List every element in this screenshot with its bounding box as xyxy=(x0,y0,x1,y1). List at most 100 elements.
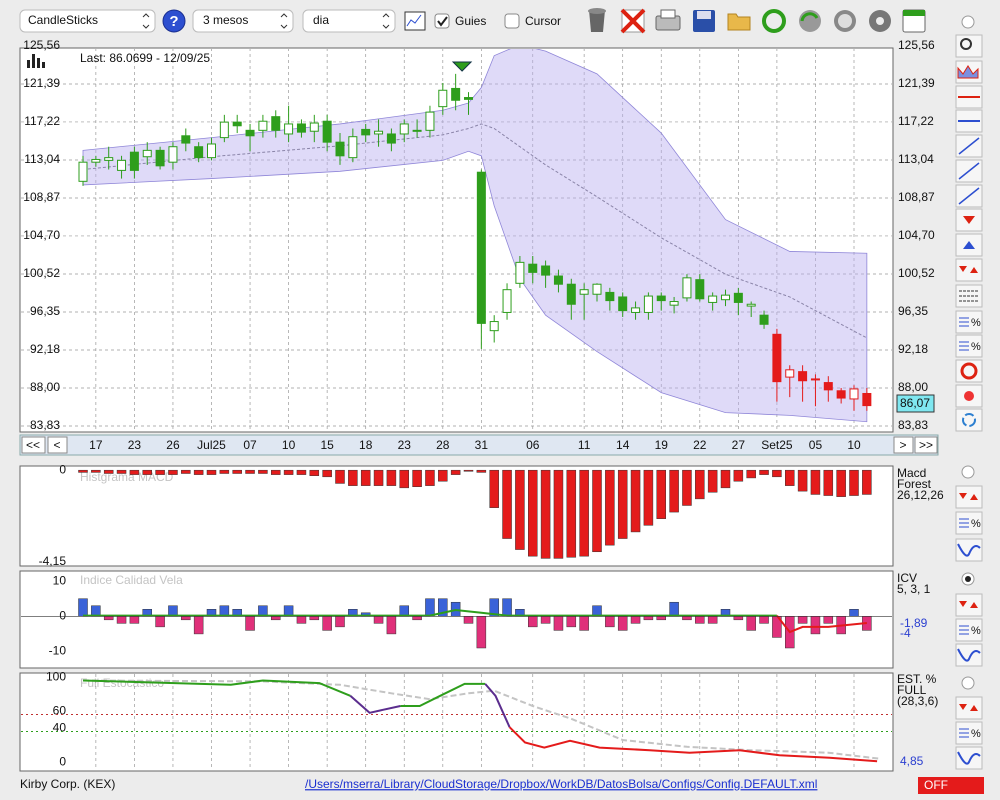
y-tick-label: 117,22 xyxy=(24,114,60,128)
delete-icon[interactable] xyxy=(620,8,646,34)
x-tick-label: Set25 xyxy=(761,438,793,452)
bar xyxy=(155,616,165,628)
cursor-checkbox[interactable] xyxy=(504,13,520,29)
tool-glyph xyxy=(963,216,975,224)
bar xyxy=(746,469,756,479)
save-icon[interactable] xyxy=(693,10,715,32)
indicator-line xyxy=(83,608,777,617)
candle-body xyxy=(78,161,88,182)
tool-button[interactable] xyxy=(955,593,983,617)
x-tick-label: 10 xyxy=(282,438,296,452)
open-icon[interactable] xyxy=(727,13,751,31)
mode-label: OFF xyxy=(924,778,948,792)
nav-prev-label: < xyxy=(53,438,60,452)
x-tick-label: 27 xyxy=(732,438,746,452)
mode-indicator[interactable] xyxy=(918,777,984,794)
nav-next[interactable] xyxy=(893,436,914,454)
candle-body xyxy=(207,143,216,159)
bar xyxy=(219,469,230,474)
tool-button[interactable] xyxy=(955,359,983,383)
bar xyxy=(695,469,705,500)
bar xyxy=(759,469,769,475)
radio-button[interactable] xyxy=(961,676,975,690)
guides-checkbox[interactable] xyxy=(434,13,450,29)
period-select[interactable] xyxy=(192,9,294,33)
tool-button[interactable] xyxy=(955,258,983,282)
tool-glyph xyxy=(962,413,976,427)
bar xyxy=(823,616,834,624)
tool-label: % xyxy=(971,317,981,329)
candle-body xyxy=(451,87,461,101)
candle-body xyxy=(117,159,127,171)
bar xyxy=(617,469,628,539)
candle-body xyxy=(129,151,139,171)
bar xyxy=(630,469,641,533)
bar xyxy=(823,469,834,496)
bar xyxy=(181,616,191,621)
chart-icon[interactable] xyxy=(404,11,426,31)
cursor-label: Cursor xyxy=(525,14,561,28)
bar xyxy=(669,469,679,513)
x-tick-label: 14 xyxy=(616,438,630,452)
y-tick-label: -10 xyxy=(49,644,67,658)
nav-first[interactable] xyxy=(21,436,46,454)
bar xyxy=(656,616,666,621)
bar xyxy=(476,469,487,473)
tool-button[interactable] xyxy=(955,746,983,770)
chart-type-select[interactable] xyxy=(19,9,156,33)
tool-glyph xyxy=(959,266,978,273)
sync-icon[interactable] xyxy=(799,10,821,32)
candle-body xyxy=(91,158,101,163)
bar xyxy=(322,469,332,478)
bar xyxy=(695,616,705,624)
legend-text: EST. % xyxy=(897,672,937,686)
tool-button[interactable] xyxy=(955,408,983,432)
bar xyxy=(553,616,564,631)
refresh-icon[interactable] xyxy=(762,9,786,33)
tool-button[interactable] xyxy=(955,643,983,667)
tool-button[interactable] xyxy=(955,696,983,720)
y-tick-label: 96,35 xyxy=(898,304,928,318)
tool-glyph xyxy=(960,362,978,380)
tool-button[interactable] xyxy=(955,538,983,562)
x-tick-label: 05 xyxy=(809,438,823,452)
y-tick-label: 0 xyxy=(59,608,66,622)
config-path-link[interactable]: /Users/mserra/Library/CloudStorage/Dropb… xyxy=(305,777,817,791)
tool-glyph xyxy=(958,162,980,180)
radio-button[interactable] xyxy=(961,15,975,29)
trash-icon[interactable] xyxy=(588,8,606,32)
bar xyxy=(785,469,795,486)
bar xyxy=(746,616,756,631)
x-tick-label: 17 xyxy=(89,438,103,452)
candle-body xyxy=(142,149,152,158)
nav-prev[interactable] xyxy=(47,436,68,454)
currency-icon[interactable] xyxy=(834,10,856,32)
select-arrows xyxy=(142,13,150,29)
tool-label: % xyxy=(971,625,981,637)
value-label: -1,89 xyxy=(900,616,928,630)
y-tick-label: 113,04 xyxy=(898,152,934,166)
candle-body xyxy=(284,123,294,135)
interval-select[interactable] xyxy=(302,9,396,33)
y-tick-label: 83,83 xyxy=(30,418,60,432)
candle-body xyxy=(682,277,692,299)
stoch-line xyxy=(82,679,351,697)
tool-button[interactable] xyxy=(955,485,983,509)
bar xyxy=(553,469,564,559)
tool-glyph xyxy=(957,648,981,662)
print-icon[interactable] xyxy=(655,9,681,31)
candle-body xyxy=(438,89,448,108)
candle-body xyxy=(348,136,358,159)
nav-last[interactable] xyxy=(914,436,938,454)
radio-button[interactable] xyxy=(961,465,975,479)
settings-icon[interactable] xyxy=(869,10,891,32)
calendar-icon[interactable] xyxy=(902,9,926,33)
bar xyxy=(463,469,474,472)
guides-label: Guies xyxy=(455,14,486,28)
tool-label: % xyxy=(971,518,981,530)
stoch-panel xyxy=(19,672,894,772)
help-button[interactable] xyxy=(162,9,186,33)
bar xyxy=(489,469,499,508)
tool-button[interactable] xyxy=(955,34,983,58)
